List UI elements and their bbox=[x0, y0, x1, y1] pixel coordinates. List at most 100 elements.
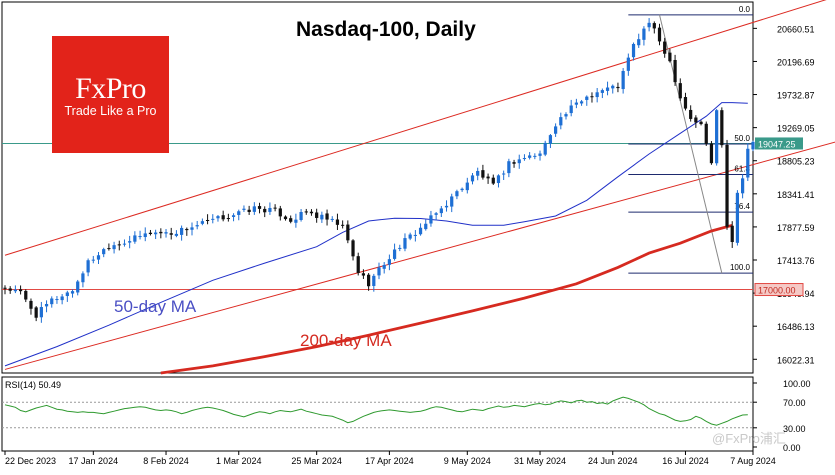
candle-body bbox=[470, 175, 475, 182]
candle-body bbox=[559, 117, 563, 126]
candle-body bbox=[683, 97, 688, 109]
fib-level-label: 76.4 bbox=[734, 202, 750, 211]
candle-body bbox=[647, 22, 651, 28]
candle-body bbox=[574, 102, 578, 105]
candle-body bbox=[678, 83, 682, 99]
candle-body bbox=[522, 158, 527, 160]
candle-body bbox=[455, 191, 459, 197]
candle-body bbox=[699, 121, 703, 125]
candle-body bbox=[325, 213, 329, 220]
candle-body bbox=[273, 207, 277, 209]
candle-body bbox=[668, 52, 672, 62]
ma50-line bbox=[4, 102, 748, 367]
candle-body bbox=[195, 225, 199, 227]
candle-body bbox=[512, 162, 516, 164]
y-tick-label: 19269.05 bbox=[777, 124, 815, 134]
candle-body bbox=[81, 273, 85, 283]
candle-body bbox=[107, 248, 111, 250]
fib-level-label: 61.8 bbox=[734, 165, 750, 174]
candle-body bbox=[694, 117, 698, 123]
candle-body bbox=[626, 57, 630, 71]
candle-body bbox=[554, 126, 558, 134]
candle-body bbox=[616, 86, 620, 89]
y-tick-label: 17877.59 bbox=[777, 223, 815, 233]
y-tick-label: 16486.13 bbox=[777, 322, 815, 332]
candle-body bbox=[403, 238, 407, 249]
rsi-pane-frame bbox=[1, 376, 754, 452]
candle-body bbox=[725, 144, 729, 227]
candle-body bbox=[128, 241, 132, 243]
candle-body bbox=[496, 175, 501, 184]
candle-body bbox=[13, 289, 17, 292]
candle-body bbox=[538, 153, 542, 156]
ma200-annotation: 200-day MA bbox=[300, 331, 392, 350]
x-tick-label: 31 May 2024 bbox=[514, 456, 566, 466]
candle-body bbox=[418, 227, 423, 235]
candle-body bbox=[491, 177, 495, 184]
candle-body bbox=[3, 287, 7, 289]
candle-body bbox=[138, 236, 142, 238]
candle-body bbox=[631, 43, 636, 58]
candle-body bbox=[543, 142, 547, 155]
candle-body bbox=[24, 290, 28, 300]
candle-body bbox=[50, 298, 54, 305]
candle-body bbox=[278, 208, 282, 217]
candle-body bbox=[600, 90, 604, 93]
candle-body bbox=[211, 218, 215, 220]
candle-body bbox=[486, 176, 490, 179]
candle-body bbox=[159, 231, 163, 234]
candle-body bbox=[283, 216, 288, 220]
candle-body bbox=[351, 240, 355, 257]
candle-body bbox=[39, 307, 43, 318]
candle-body bbox=[18, 289, 23, 292]
rsi-tick-label: 70.00 bbox=[783, 398, 806, 408]
candle-body bbox=[595, 92, 599, 98]
candle-body bbox=[242, 208, 246, 210]
x-tick-label: 7 Aug 2024 bbox=[730, 456, 776, 466]
candle-body bbox=[663, 41, 667, 54]
candle-body bbox=[657, 27, 662, 42]
candle-body bbox=[91, 259, 95, 261]
rsi-tick-label: 100.00 bbox=[783, 379, 811, 389]
level-17000-badge bbox=[754, 283, 804, 297]
candle-body bbox=[444, 205, 449, 208]
candle-body bbox=[689, 109, 693, 119]
candle-body bbox=[637, 39, 641, 46]
candle-body bbox=[237, 211, 241, 215]
candle-body bbox=[590, 96, 594, 98]
candle-body bbox=[611, 85, 615, 89]
logo-tagline: Trade Like a Pro bbox=[64, 104, 157, 118]
candle-body bbox=[117, 244, 121, 246]
candle-body bbox=[585, 96, 589, 100]
candle-body bbox=[392, 249, 397, 259]
candle-body bbox=[528, 155, 532, 158]
candle-body bbox=[377, 267, 381, 276]
fib-level-label: 100.0 bbox=[730, 263, 751, 272]
candle-body bbox=[294, 219, 298, 223]
candle-body bbox=[102, 249, 106, 255]
level-17000-label: 17000.00 bbox=[758, 286, 796, 296]
candle-body bbox=[704, 123, 708, 144]
main-pane-frame bbox=[1, 1, 754, 374]
candle-body bbox=[751, 141, 755, 150]
y-tick-label: 17413.76 bbox=[777, 256, 815, 266]
candle-body bbox=[569, 105, 573, 114]
ma50-annotation: 50-day MA bbox=[114, 297, 197, 316]
candle-body bbox=[502, 173, 506, 175]
y-tick-label: 20660.51 bbox=[777, 24, 815, 34]
candle-body bbox=[133, 235, 137, 242]
y-tick-label: 20196.69 bbox=[777, 57, 815, 67]
last-price-label: 19047.25 bbox=[758, 139, 796, 149]
candle-body bbox=[164, 232, 168, 234]
y-tick-label: 18341.41 bbox=[777, 190, 815, 200]
candle-body bbox=[55, 299, 59, 301]
candle-body bbox=[481, 170, 485, 178]
candle-body bbox=[372, 275, 376, 286]
candle-body bbox=[231, 215, 236, 217]
candle-body bbox=[190, 227, 194, 230]
candle-body bbox=[268, 207, 272, 212]
chart-title: Nasdaq-100, Daily bbox=[296, 18, 476, 41]
candle-body bbox=[605, 87, 610, 91]
candle-body bbox=[169, 233, 173, 235]
candle-body bbox=[252, 206, 256, 212]
